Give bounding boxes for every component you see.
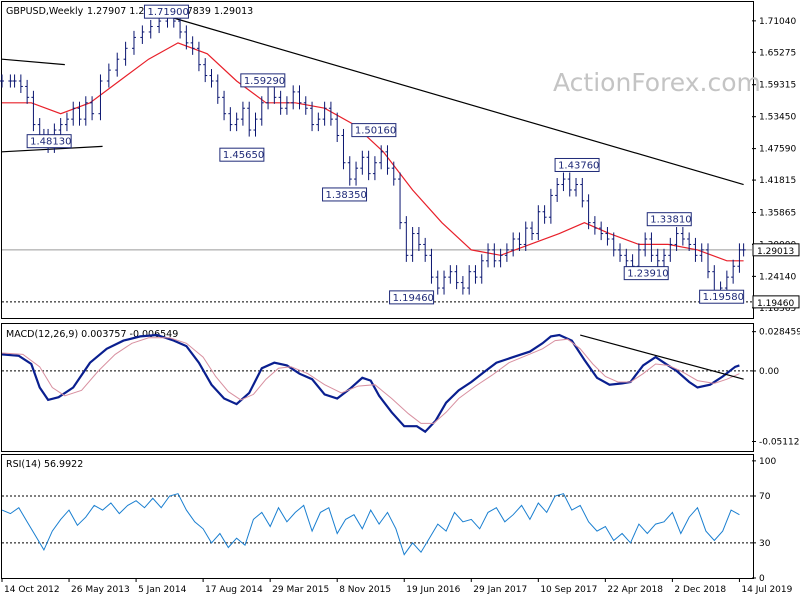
price-annotation-box	[699, 289, 745, 304]
x-tick-label: 8 Nov 2015	[339, 585, 391, 595]
price-annotation-label: 1.19580	[703, 292, 744, 303]
rsi-line	[1, 493, 740, 556]
y-tick-label: 1.24140	[759, 272, 796, 282]
x-axis: 14 Oct 2012 26 May 2013 5 Jan 2014 17 Aug 2…	[1, 578, 793, 595]
price-annotation-box	[646, 212, 692, 227]
x-tick-label: 29 Mar 2015	[272, 585, 329, 595]
y-tick-label: 1.71040	[759, 17, 796, 27]
y-tick-label: 1.53450	[759, 113, 796, 123]
price-annotation-box	[351, 123, 397, 138]
price-panel-frame	[1, 1, 754, 319]
x-tick-label: 29 Jan 2017	[473, 585, 527, 595]
price-annotation-box	[143, 4, 189, 19]
y-tick-label: 1.35865	[759, 208, 796, 218]
price-annotation-label: 1.45650	[223, 150, 264, 161]
x-tick-label: 14 Oct 2012	[4, 585, 60, 595]
trendline	[165, 15, 744, 186]
x-tick-label: 22 Apr 2018	[607, 585, 663, 595]
y-tick-label: 0	[759, 574, 765, 584]
x-tick-label: 17 Aug 2014	[205, 585, 263, 595]
price-annotation-box	[389, 290, 435, 305]
x-tick-label: 10 Sep 2017	[540, 585, 597, 595]
price-annotation-label: 1.19460	[393, 293, 434, 304]
y-tick-label: 1.41815	[759, 176, 796, 186]
y-tick-label: 0.028459	[759, 328, 800, 338]
price-annotation-label: 1.33810	[650, 215, 691, 226]
support-level-axis-label: 1.19460	[757, 299, 794, 309]
trendline	[1, 145, 103, 153]
macd-panel-frame	[1, 323, 754, 452]
support-level-axis-box	[752, 295, 800, 309]
macd-trendline	[580, 334, 744, 380]
y-tick-label: -0.051125	[759, 438, 800, 448]
price-annotation-box	[219, 147, 265, 162]
current-price-axis-box	[752, 243, 800, 257]
y-tick-label: 1.47590	[759, 145, 796, 155]
price-annotation-label: 1.43760	[558, 160, 599, 171]
price-annotation-box	[26, 134, 72, 149]
price-annotation-box	[623, 266, 669, 281]
price-annotation-label: 1.71900	[147, 7, 188, 18]
trendline	[1, 58, 65, 66]
current-price-axis-label: 1.29013	[757, 247, 794, 257]
x-tick-label: 14 Jul 2019	[741, 585, 792, 595]
x-tick-label: 19 Jun 2016	[406, 585, 460, 595]
price-annotation-label: 1.59290	[244, 76, 285, 87]
price-annotation-box	[554, 157, 600, 172]
y-tick-label: 1.18365	[759, 304, 796, 314]
price-panel-symbol: GBPUSD,Weekly	[6, 6, 84, 17]
y-tick-label: 1.59315	[759, 81, 796, 91]
y-tick-label: 0.00	[759, 367, 779, 377]
y-tick-label: 70	[759, 492, 771, 502]
price-panel: 1.71040 1.65275 1.59315 1.53450 1.47590 1.418…	[0, 4, 800, 314]
price-annotation-label: 1.48130	[30, 137, 71, 148]
rsi-panel-frame	[1, 454, 754, 579]
macd-signal-line	[1, 337, 740, 424]
price-annotation-box	[240, 73, 286, 88]
moving-average-line	[2, 42, 744, 262]
price-annotation-label: 1.38350	[326, 190, 367, 201]
price-annotation-label: 1.23910	[627, 269, 668, 280]
rsi-panel-header: RSI(14) 56.9922	[6, 459, 83, 470]
price-annotation-box	[322, 187, 368, 202]
price-annotation-label: 1.50160	[355, 126, 396, 137]
macd-panel-header: MACD(12,26,9) 0.003757 -0.006549	[6, 329, 178, 340]
y-tick-label: 100	[759, 457, 776, 467]
macd-panel: 0.028459 0.00 -0.051125	[1, 328, 800, 448]
rsi-panel: 100 70 30 0	[1, 457, 776, 584]
x-tick-label: 2 Dec 2018	[674, 585, 726, 595]
x-tick-label: 26 May 2013	[71, 585, 130, 595]
y-tick-label: 1.65275	[759, 48, 796, 58]
y-tick-label: 30	[759, 539, 771, 549]
watermark: ActionForex.com	[553, 68, 761, 97]
x-tick-label: 5 Jan 2014	[138, 585, 186, 595]
